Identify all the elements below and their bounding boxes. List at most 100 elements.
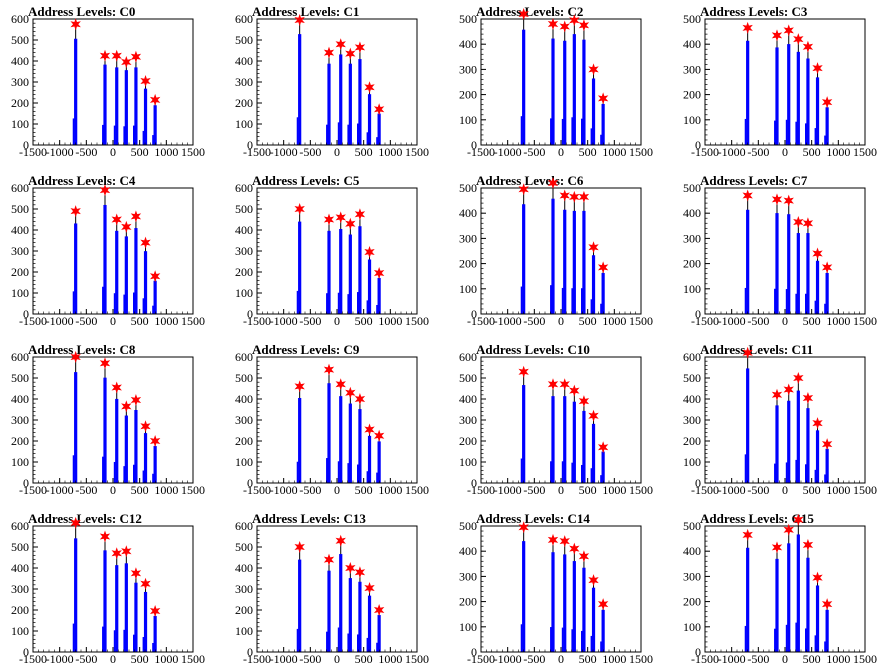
x-tick-label: 500	[355, 145, 373, 159]
y-tick-label: 200	[683, 88, 701, 102]
y-tick-label: 200	[11, 434, 29, 448]
chart-title: Address Levels: C8	[28, 342, 136, 357]
y-tick-label: 200	[11, 96, 29, 110]
histogram-side-bar	[774, 288, 776, 314]
y-tick-label: 600	[683, 350, 701, 364]
histogram-side-bar	[550, 285, 552, 314]
x-tick-label: -1500	[467, 314, 495, 328]
histogram-side-bar	[296, 628, 299, 652]
histogram-side-bar	[600, 134, 602, 145]
histogram-bar	[143, 591, 148, 652]
histogram-bar	[358, 226, 362, 314]
x-tick-label: 0	[782, 314, 788, 328]
peak-marker	[569, 384, 580, 397]
histogram-side-bar	[376, 137, 378, 145]
chart-panel-3: Address Levels: C30100200300400500-1500-…	[683, 4, 877, 159]
histogram-bar	[74, 372, 78, 483]
x-tick-label: -500	[75, 145, 97, 159]
histogram-side-bar	[366, 471, 369, 483]
histogram-side-bar	[520, 458, 523, 483]
histogram-side-bar	[296, 461, 299, 483]
histogram-bar	[815, 77, 820, 145]
histogram-bar	[124, 563, 128, 652]
histogram-bar	[103, 550, 107, 652]
y-tick-label: 100	[459, 620, 477, 634]
y-tick-label: 300	[459, 569, 477, 583]
histogram-side-bar	[337, 292, 340, 314]
x-tick-label: 500	[803, 314, 821, 328]
histogram-bar	[143, 88, 148, 145]
histogram-bar	[103, 377, 107, 483]
y-tick-label: 400	[235, 561, 253, 575]
y-tick-label: 300	[11, 75, 29, 89]
histogram-side-bar	[561, 118, 564, 145]
chart-panel-9: Address Levels: C9 0 100 200 300 400 500 600 -15…	[235, 342, 429, 497]
histogram-bar	[601, 103, 605, 145]
x-tick-label: 1000	[826, 145, 850, 159]
histogram-side-bar	[824, 641, 826, 652]
y-tick-label: 600	[235, 181, 253, 195]
histogram-bar	[825, 272, 829, 314]
histogram-bar	[339, 54, 343, 145]
histogram-bar	[124, 70, 128, 145]
x-tick-label: -1500	[691, 145, 719, 159]
y-tick-label: 300	[683, 231, 701, 245]
histogram-side-bar	[347, 294, 349, 314]
histogram-bar	[591, 255, 596, 314]
x-tick-label: -1500	[243, 483, 271, 497]
histogram-side-bar	[814, 128, 817, 145]
histogram-side-bar	[102, 286, 104, 314]
histogram-side-bar	[590, 635, 593, 652]
plot-frame	[480, 525, 642, 653]
histogram-bar	[775, 558, 779, 652]
histogram-bar	[601, 451, 605, 483]
x-tick-label: 1500	[405, 145, 429, 159]
y-tick-label: 400	[235, 54, 253, 68]
histogram-bar	[806, 233, 810, 314]
histogram-side-bar	[561, 287, 564, 314]
x-tick-label: 1500	[181, 145, 205, 159]
x-tick-label: 1500	[181, 652, 205, 666]
y-tick-label: 500	[11, 540, 29, 554]
histogram-side-bar	[296, 117, 299, 145]
histogram-side-bar	[795, 459, 797, 483]
peak-marker	[354, 41, 366, 54]
histogram-bar	[74, 38, 78, 145]
histogram-side-bar	[326, 631, 328, 652]
histogram-side-bar	[805, 123, 807, 145]
histogram-bar	[563, 40, 567, 145]
y-tick-label: 400	[11, 54, 29, 68]
y-tick-label: 600	[11, 350, 29, 364]
plot-frame	[32, 356, 194, 484]
x-tick-label: -500	[747, 145, 769, 159]
peak-marker	[373, 103, 385, 116]
histogram-side-bar	[561, 627, 564, 652]
histogram-bar	[572, 210, 576, 314]
x-tick-label: 0	[334, 652, 340, 666]
y-tick-label: 400	[235, 223, 253, 237]
x-tick-label: 500	[355, 483, 373, 497]
histogram-side-bar	[152, 642, 154, 652]
x-tick-label: 1500	[629, 314, 653, 328]
y-tick-label: 500	[459, 519, 477, 533]
peak-marker	[323, 213, 335, 226]
peak-marker	[345, 47, 356, 60]
histogram-bar	[522, 541, 526, 652]
x-tick-label: -1500	[691, 314, 719, 328]
peak-marker	[812, 571, 823, 584]
y-tick-label: 200	[235, 265, 253, 279]
x-tick-label: -1000	[46, 652, 74, 666]
x-tick-label: 1000	[378, 483, 402, 497]
chart-title: Address Levels: C7	[700, 173, 808, 188]
y-tick-label: 600	[11, 12, 29, 26]
peak-marker	[140, 420, 151, 433]
histogram-side-bar	[814, 469, 817, 483]
histogram-side-bar	[152, 305, 154, 314]
x-tick-label: -1500	[243, 652, 271, 666]
chart-panel-1: Address Levels: C1 0 100 200 300 400 500 600 -15…	[235, 4, 429, 159]
y-tick-label: 300	[11, 582, 29, 596]
peak-marker	[345, 217, 356, 230]
x-tick-label: 1000	[378, 314, 402, 328]
y-tick-label: 200	[683, 595, 701, 609]
peak-marker	[812, 417, 823, 430]
